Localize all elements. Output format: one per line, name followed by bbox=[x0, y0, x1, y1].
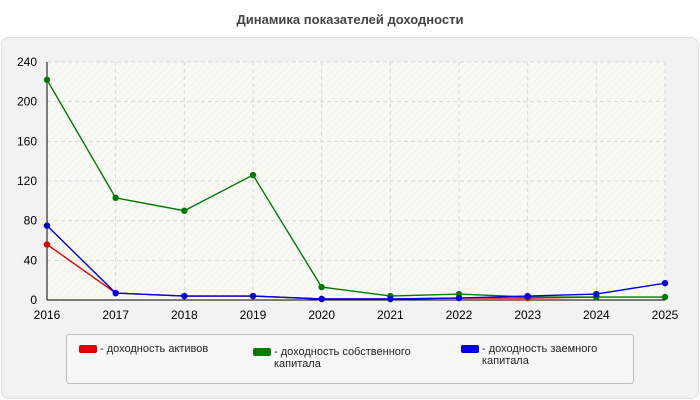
data-point bbox=[112, 194, 119, 202]
x-tick-label: 2023 bbox=[514, 308, 541, 322]
data-point bbox=[524, 292, 531, 300]
y-tick-label: 160 bbox=[17, 134, 37, 148]
y-tick-label: 200 bbox=[17, 95, 37, 109]
y-tick-label: 120 bbox=[17, 174, 37, 188]
data-point bbox=[661, 293, 669, 301]
grid-lines bbox=[47, 61, 666, 300]
x-tick-label: 2017 bbox=[102, 308, 129, 322]
y-tick-label: 40 bbox=[24, 253, 38, 267]
x-tick-label: 2019 bbox=[240, 308, 267, 322]
data-point bbox=[43, 241, 51, 248]
data-point bbox=[249, 292, 257, 300]
series-group bbox=[43, 76, 669, 303]
x-tick-labels: 2016 2017 2018 2019 2020 2021 2022 2023 2024 2025 bbox=[34, 308, 679, 322]
data-point bbox=[43, 222, 51, 229]
y-tick-label: 240 bbox=[17, 55, 37, 69]
legend-label-equity: - доходность собственного капитала bbox=[274, 346, 411, 370]
data-point bbox=[318, 283, 325, 291]
series-line-2 bbox=[46, 225, 666, 300]
legend-label-debt: - доходность заемного капитала bbox=[482, 343, 598, 367]
legend: - доходность активов - доходность собств… bbox=[66, 334, 634, 384]
x-tick-label: 2024 bbox=[583, 308, 610, 322]
x-tick-label: 2018 bbox=[171, 308, 198, 322]
legend-label-assets: - доходность активов bbox=[100, 343, 209, 355]
series-2 bbox=[43, 222, 669, 303]
legend-swatch-green bbox=[253, 348, 271, 356]
data-point bbox=[661, 279, 669, 287]
y-tick-label: 80 bbox=[24, 214, 38, 228]
series-line-1 bbox=[46, 79, 665, 298]
data-point bbox=[318, 295, 325, 303]
x-tick-label: 2016 bbox=[34, 308, 61, 322]
x-tick-label: 2020 bbox=[308, 308, 335, 322]
data-point bbox=[387, 295, 394, 303]
data-point bbox=[112, 289, 119, 297]
data-point bbox=[249, 171, 257, 179]
y-tick-labels: 0 40 80 120 160 200 240 bbox=[17, 55, 37, 307]
x-tick-label: 2022 bbox=[446, 308, 473, 322]
data-point bbox=[43, 76, 51, 84]
chart-title: Динамика показателей доходности bbox=[236, 12, 464, 27]
y-tick-label: 0 bbox=[30, 293, 37, 307]
legend-swatch-blue bbox=[461, 345, 479, 353]
x-tick-label: 2025 bbox=[652, 308, 679, 322]
legend-swatch-red bbox=[79, 345, 97, 353]
axes bbox=[46, 62, 665, 301]
data-point bbox=[181, 292, 188, 300]
data-point bbox=[593, 290, 600, 298]
data-point bbox=[455, 294, 463, 302]
x-tick-label: 2021 bbox=[377, 308, 404, 322]
data-point bbox=[181, 207, 188, 214]
